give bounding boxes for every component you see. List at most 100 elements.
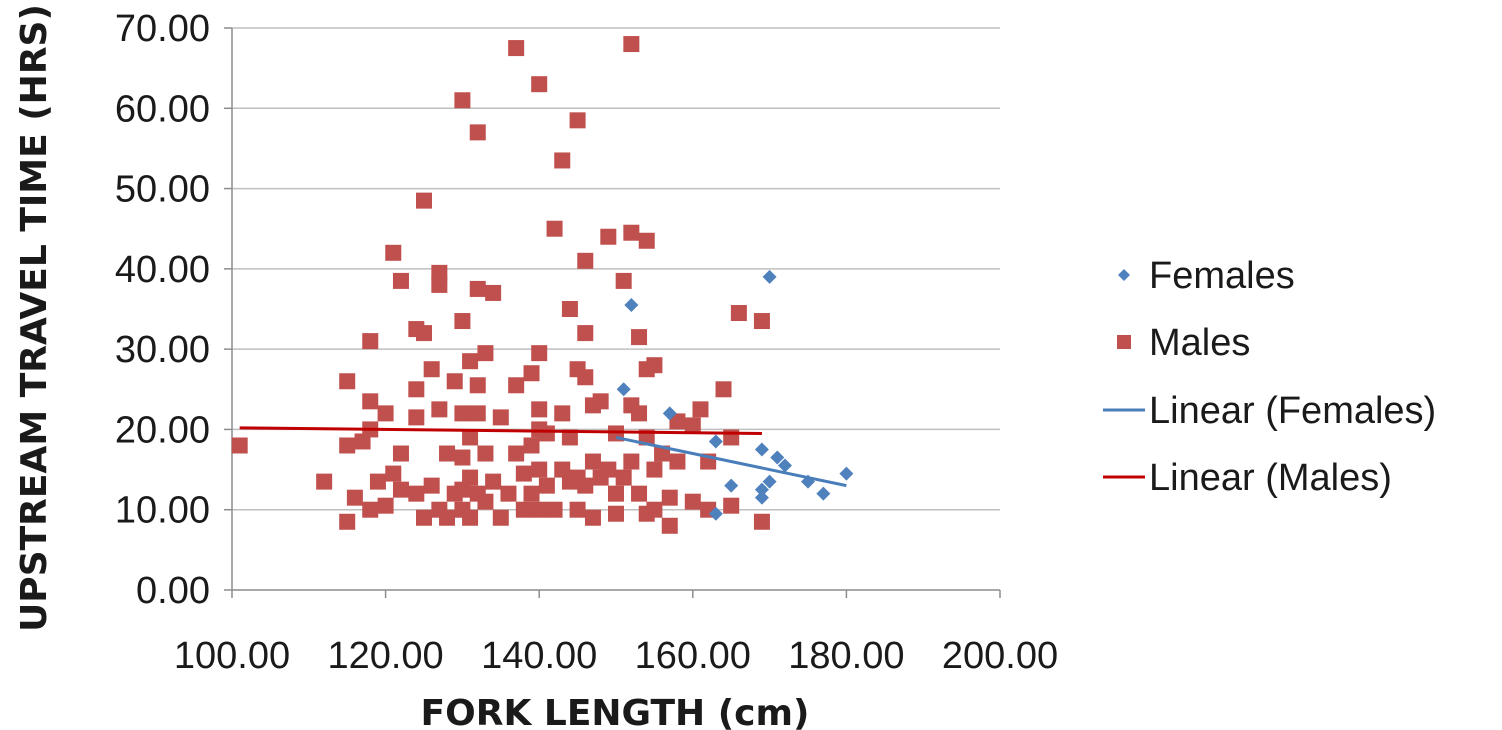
male-point	[531, 76, 548, 93]
y-tick-label: 10.00	[115, 490, 210, 532]
male-point	[523, 437, 540, 454]
male-point	[316, 473, 333, 490]
trendline-males	[239, 426, 762, 435]
male-point	[661, 489, 678, 506]
y-tick-label: 60.00	[115, 88, 210, 130]
male-point	[631, 329, 648, 346]
male-point	[646, 357, 663, 374]
male-point	[508, 445, 525, 462]
male-point	[554, 152, 571, 169]
male-point	[569, 112, 586, 129]
legend-marker-females	[1118, 269, 1130, 281]
male-point	[354, 433, 371, 450]
male-point	[469, 280, 486, 297]
male-point	[446, 373, 463, 390]
male-point	[477, 493, 494, 510]
y-tick-label: 40.00	[115, 249, 210, 291]
male-point	[623, 36, 640, 53]
legend-label-males: Males	[1149, 322, 1250, 364]
legend-label-linear-females: Linear (Females)	[1149, 390, 1436, 432]
male-point	[661, 517, 678, 534]
male-point	[584, 453, 601, 470]
male-point	[454, 313, 471, 330]
male-point	[362, 333, 379, 350]
x-tick-label: 140.00	[481, 635, 597, 677]
female-point	[708, 506, 723, 521]
female-point	[839, 466, 854, 481]
male-point	[684, 417, 701, 434]
male-point	[408, 485, 425, 502]
male-point	[385, 465, 402, 482]
female-point	[770, 450, 785, 465]
y-tick-label: 70.00	[115, 8, 210, 50]
y-axis-title: UPSTREAM TRAVEL TIME (HRS)	[14, 4, 55, 632]
male-point	[377, 405, 394, 422]
male-point	[554, 461, 571, 478]
male-point	[339, 513, 356, 530]
x-tick-label: 180.00	[788, 635, 904, 677]
trendlines	[239, 426, 847, 488]
male-point	[715, 381, 732, 398]
male-point	[623, 453, 640, 470]
male-point	[554, 405, 571, 422]
female-point	[754, 482, 769, 497]
male-point	[508, 40, 525, 57]
female-point	[754, 442, 769, 457]
y-tick-label: 20.00	[115, 409, 210, 451]
male-point	[500, 485, 517, 502]
male-point	[561, 429, 578, 446]
male-point	[469, 124, 486, 141]
x-tick-label: 200.00	[942, 635, 1058, 677]
female-point	[624, 297, 639, 312]
male-point	[492, 409, 509, 426]
male-point	[454, 92, 471, 109]
male-point	[369, 473, 386, 490]
male-point	[753, 313, 770, 330]
male-point	[569, 501, 586, 518]
male-point	[431, 401, 448, 418]
male-point	[531, 461, 548, 478]
male-point	[454, 481, 471, 498]
male-point	[416, 192, 432, 209]
trendline-females	[615, 435, 847, 488]
male-point	[623, 224, 640, 241]
male-point	[485, 284, 502, 301]
male-point	[615, 272, 632, 289]
male-point	[531, 501, 548, 518]
male-point	[362, 393, 379, 410]
male-point	[577, 369, 594, 386]
male-point	[392, 481, 409, 498]
female-point	[777, 458, 792, 473]
male-point	[584, 509, 601, 526]
male-point	[723, 497, 740, 514]
male-point	[392, 445, 409, 462]
male-point	[523, 365, 540, 382]
male-point	[454, 405, 471, 422]
male-point	[477, 345, 494, 362]
x-tick-label: 100.00	[174, 635, 290, 677]
male-point	[608, 485, 624, 502]
male-point	[531, 345, 548, 362]
male-point	[416, 325, 432, 342]
male-point	[431, 264, 448, 281]
y-tick-labels: 0.00 10.00 20.00 30.00 40.00 50.00 60.00 70.00	[115, 8, 210, 612]
male-point	[538, 477, 555, 494]
male-point	[492, 509, 509, 526]
male-point	[577, 477, 594, 494]
male-point	[531, 401, 548, 418]
female-point	[816, 486, 831, 501]
axes	[224, 27, 1001, 598]
male-point	[638, 232, 655, 249]
male-point	[546, 501, 563, 518]
female-point	[616, 382, 631, 397]
x-axis-title: FORK LENGTH (cm)	[421, 693, 810, 730]
male-point	[515, 465, 532, 482]
male-point	[561, 301, 578, 317]
female-point	[662, 406, 677, 421]
male-point	[608, 505, 624, 522]
male-point	[469, 377, 486, 394]
male-point	[423, 361, 440, 378]
male-point	[477, 445, 494, 462]
male-point	[377, 497, 394, 514]
